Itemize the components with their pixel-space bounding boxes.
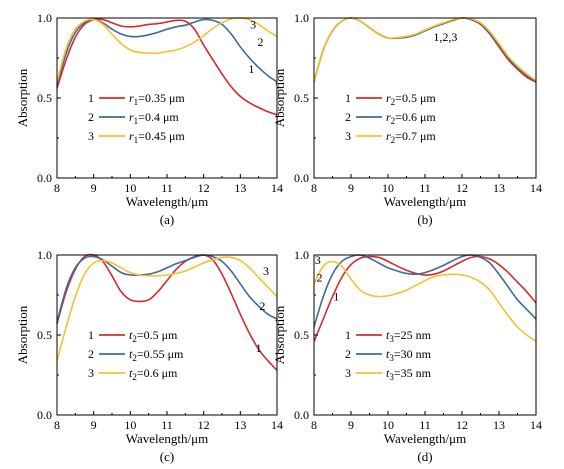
legend-entry-label: t2=0.6 μm [129,366,178,382]
legend-entry-label: r1=0.45 μm [129,129,185,145]
y-tick-label: 1.0 [37,248,52,262]
x-tick-label: 11 [419,418,431,432]
curve-annotation: 2 [258,35,264,49]
y-axis-label: Absorption [272,305,287,364]
legend-number: 1 [88,328,94,342]
series-line-3 [56,17,278,83]
x-tick-label: 10 [382,418,394,432]
y-axis-label: Absorption [272,68,287,127]
y-tick-label: 0.0 [37,171,52,185]
curve-annotation: 3 [250,17,256,31]
x-tick-label: 9 [348,418,354,432]
x-tick-label: 14 [530,418,542,432]
x-tick-label: 9 [91,418,97,432]
x-tick-label: 10 [124,418,136,432]
x-tick-label: 12 [456,181,468,195]
y-tick-label: 0.5 [37,91,52,105]
x-tick-label: 10 [382,181,394,195]
x-tick-label: 11 [161,181,173,195]
y-tick-label: 0.0 [294,408,309,422]
series-line-3 [313,17,537,83]
x-tick-label: 14 [530,181,542,195]
legend-number: 3 [88,366,94,380]
legend-entry-label: t3=30 nm [386,347,432,363]
y-tick-label: 0.5 [37,328,52,342]
panel-label: (d) [417,449,432,464]
legend-entry-label: r2=0.5 μm [386,91,436,107]
x-tick-label: 13 [234,418,246,432]
curve-annotation: 3 [315,253,321,267]
x-tick-label: 11 [419,181,431,195]
legend-number: 1 [345,91,351,105]
x-tick-label: 9 [348,181,354,195]
series-line-2 [56,254,278,323]
panel-label: (c) [160,449,174,464]
x-tick-label: 8 [311,181,317,195]
y-axis-label: Absorption [15,68,30,127]
x-tick-label: 13 [234,181,246,195]
chart-panel-1: 8 9 10 11 12 13 140.00.51.0Wavelength/μmAbsorp… [15,11,283,227]
y-tick-label: 0.5 [294,91,309,105]
x-axis-label: Wavelength/μm [384,194,466,209]
x-tick-label: 10 [124,181,136,195]
legend-entry-label: r2=0.6 μm [386,110,436,126]
legend-number: 1 [88,91,94,105]
x-axis-label: Wavelength/μm [126,194,208,209]
x-tick-label: 13 [493,418,505,432]
y-tick-label: 1.0 [294,11,309,25]
legend-entry-label: t3=25 nm [386,328,432,344]
curve-annotation: 1,2,3 [433,30,457,44]
x-tick-label: 12 [198,181,210,195]
legend-entry-label: r1=0.4 μm [129,110,179,126]
series-line-2 [313,254,537,328]
legend-number: 2 [88,347,94,361]
series-line-3 [313,260,537,343]
x-tick-label: 9 [91,181,97,195]
legend-number: 2 [88,110,94,124]
legend-entry-label: t2=0.55 μm [129,347,184,363]
legend-number: 2 [345,347,351,361]
y-tick-label: 1.0 [37,11,52,25]
legend-entry-label: r1=0.35 μm [129,91,185,107]
x-tick-label: 8 [54,418,60,432]
x-tick-label: 11 [161,418,173,432]
y-tick-label: 1.0 [294,248,309,262]
x-axis-label: Wavelength/μm [384,431,466,446]
legend-number: 3 [345,129,351,143]
x-tick-label: 13 [493,181,505,195]
x-tick-label: 12 [456,418,468,432]
y-tick-label: 0.0 [37,408,52,422]
series-line-1 [313,255,537,342]
legend-number: 3 [88,129,94,143]
chart-panel-4: 8 9 10 11 12 13 140.00.51.0Wavelength/μmAbsorp… [272,248,542,464]
x-tick-label: 8 [311,418,317,432]
curve-annotation: 2 [259,299,265,313]
x-tick-label: 12 [198,418,210,432]
x-tick-label: 14 [271,181,283,195]
curve-annotation: 2 [317,270,323,284]
curve-annotation: 1 [248,62,254,76]
chart-panel-3: 8 9 10 11 12 13 140.00.51.0Wavelength/μmAbsorp… [15,248,283,464]
legend-entry-label: t3=35 nm [386,366,432,382]
legend-number: 3 [345,366,351,380]
x-tick-label: 14 [271,418,283,432]
series-line-3 [56,256,278,361]
x-tick-label: 8 [54,181,60,195]
panel-label: (b) [417,212,432,227]
legend-entry-label: r2=0.7 μm [386,129,436,145]
y-tick-label: 0.5 [294,328,309,342]
panel-label: (a) [160,212,174,227]
legend-entry-label: t2=0.5 μm [129,328,178,344]
legend-number: 1 [345,328,351,342]
y-tick-label: 0.0 [294,171,309,185]
y-axis-label: Absorption [15,305,30,364]
chart-panel-2: 8 9 10 11 12 13 140.00.51.0Wavelength/μmAbsorp… [272,11,542,227]
curve-annotation: 1 [333,290,339,304]
curve-annotation: 3 [263,264,269,278]
legend-number: 2 [345,110,351,124]
x-axis-label: Wavelength/μm [126,431,208,446]
curve-annotation: 1 [256,341,262,355]
